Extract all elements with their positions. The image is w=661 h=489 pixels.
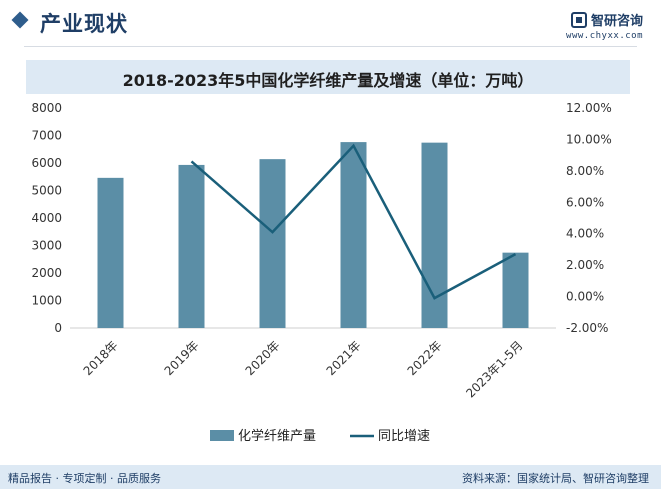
bar [97, 177, 124, 328]
brand-name: 智研咨询 [590, 14, 643, 29]
footer: 精品报告 · 专项定制 · 品质服务 资料来源：国家统计局、智研咨询整理 [0, 465, 661, 489]
legend-swatch-bar [210, 430, 234, 441]
y-right-tick-label: 8.00% [566, 164, 604, 178]
header-divider [24, 46, 637, 47]
y-left-tick-label: 0 [54, 321, 62, 335]
growth-line [190, 143, 517, 300]
chart-title-bar: 2018-2023年5中国化学纤维产量及增速（单位：万吨） [26, 60, 630, 94]
section-title: 产业现状 [40, 12, 128, 36]
brand-logo-icon [570, 11, 587, 28]
bar [259, 159, 286, 328]
y-left-tick-label: 6000 [31, 156, 62, 170]
y-left-tick-label: 8000 [31, 101, 62, 115]
x-tick-label: 2020年 [243, 338, 283, 378]
chart-title: 2018-2023年5中国化学纤维产量及增速（单位：万吨） [122, 71, 534, 90]
y-right-tick-label: -2.00% [566, 321, 608, 335]
y-left-tick-label: 1000 [31, 294, 62, 308]
y-right-tick-label: 6.00% [566, 195, 604, 209]
y-right-tick-label: 2.00% [566, 258, 604, 272]
bar [421, 142, 448, 328]
legend-label-bar: 化学纤维产量 [238, 428, 316, 444]
y-left-tick-label: 7000 [31, 129, 62, 143]
bar [340, 142, 367, 328]
bar [502, 252, 529, 328]
header: 产业现状 智研咨询 www.chyxx.com [0, 0, 661, 44]
y-left-tick-label: 4000 [31, 211, 62, 225]
y-right-tick-label: 10.00% [566, 132, 612, 146]
legend-label-line: 同比增速 [378, 429, 430, 444]
y-right-tick-label: 12.00% [566, 101, 612, 115]
x-tick-label: 2022年 [405, 338, 445, 378]
x-tick-label: 2023年1-5月 [463, 338, 525, 400]
chart: 0 1000 2000 3000 4000 5000 6000 7000 8000 -2.00% 0… [31, 101, 612, 444]
x-tick-label: 2021年 [324, 338, 364, 378]
y-left-tick-label: 5000 [31, 184, 62, 198]
footer-source: 资料来源：国家统计局、智研咨询整理 [462, 472, 649, 485]
y-right-tick-label: 0.00% [566, 290, 604, 304]
y-right-tick-label: 4.00% [566, 227, 604, 241]
x-tick-label: 2018年 [81, 338, 121, 378]
footer-tagline: 精品报告 · 专项定制 · 品质服务 [8, 472, 161, 485]
brand-url: www.chyxx.com [566, 31, 643, 41]
brand: 智研咨询 www.chyxx.com [566, 10, 643, 41]
y-left-tick-label: 3000 [31, 239, 62, 253]
bar [178, 164, 205, 328]
y-left-tick-label: 2000 [31, 266, 62, 280]
x-tick-label: 2019年 [162, 338, 202, 378]
